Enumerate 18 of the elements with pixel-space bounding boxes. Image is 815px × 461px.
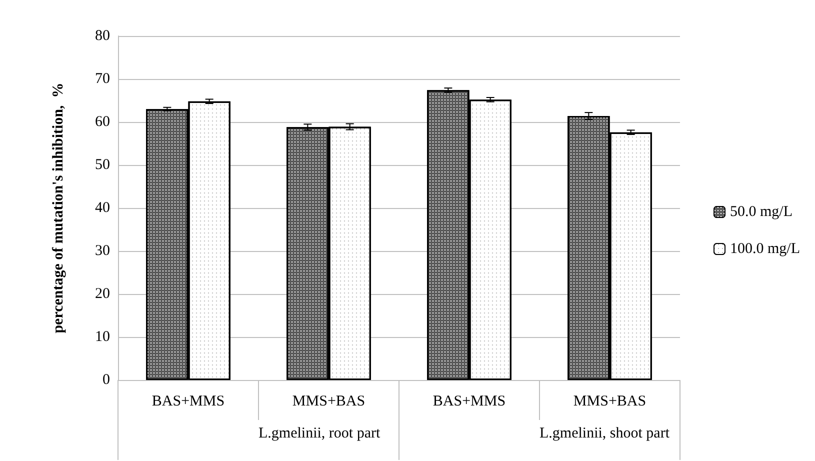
y-tick-label: 10 bbox=[95, 329, 110, 345]
y-tick-label: 70 bbox=[95, 71, 110, 87]
y-tick-label: 40 bbox=[95, 200, 110, 216]
text: L.gmelinii, root part bbox=[258, 426, 381, 442]
legend-label: 100.0 mg/L bbox=[730, 241, 800, 257]
y-axis-title: percentage of mutation's inhibition, % bbox=[50, 82, 66, 334]
legend-label: 50.0 mg/L bbox=[730, 204, 792, 220]
x-tick-label: MMS+BAS bbox=[573, 394, 646, 410]
x-tick-label: MMS+BAS bbox=[292, 394, 366, 410]
text: L.gmelinii, shoot part bbox=[540, 426, 670, 442]
y-tick-label: 30 bbox=[95, 243, 110, 259]
y-tick-label: 0 bbox=[102, 372, 110, 388]
y-tick-label: 60 bbox=[95, 114, 110, 130]
y-tick-label: 80 bbox=[95, 28, 110, 44]
y-tick-label: 20 bbox=[95, 286, 110, 302]
x-tick-label: BAS+MMS bbox=[432, 394, 506, 410]
x-tick-label: BAS+MMS bbox=[152, 394, 225, 410]
y-tick-label: 50 bbox=[95, 157, 110, 173]
